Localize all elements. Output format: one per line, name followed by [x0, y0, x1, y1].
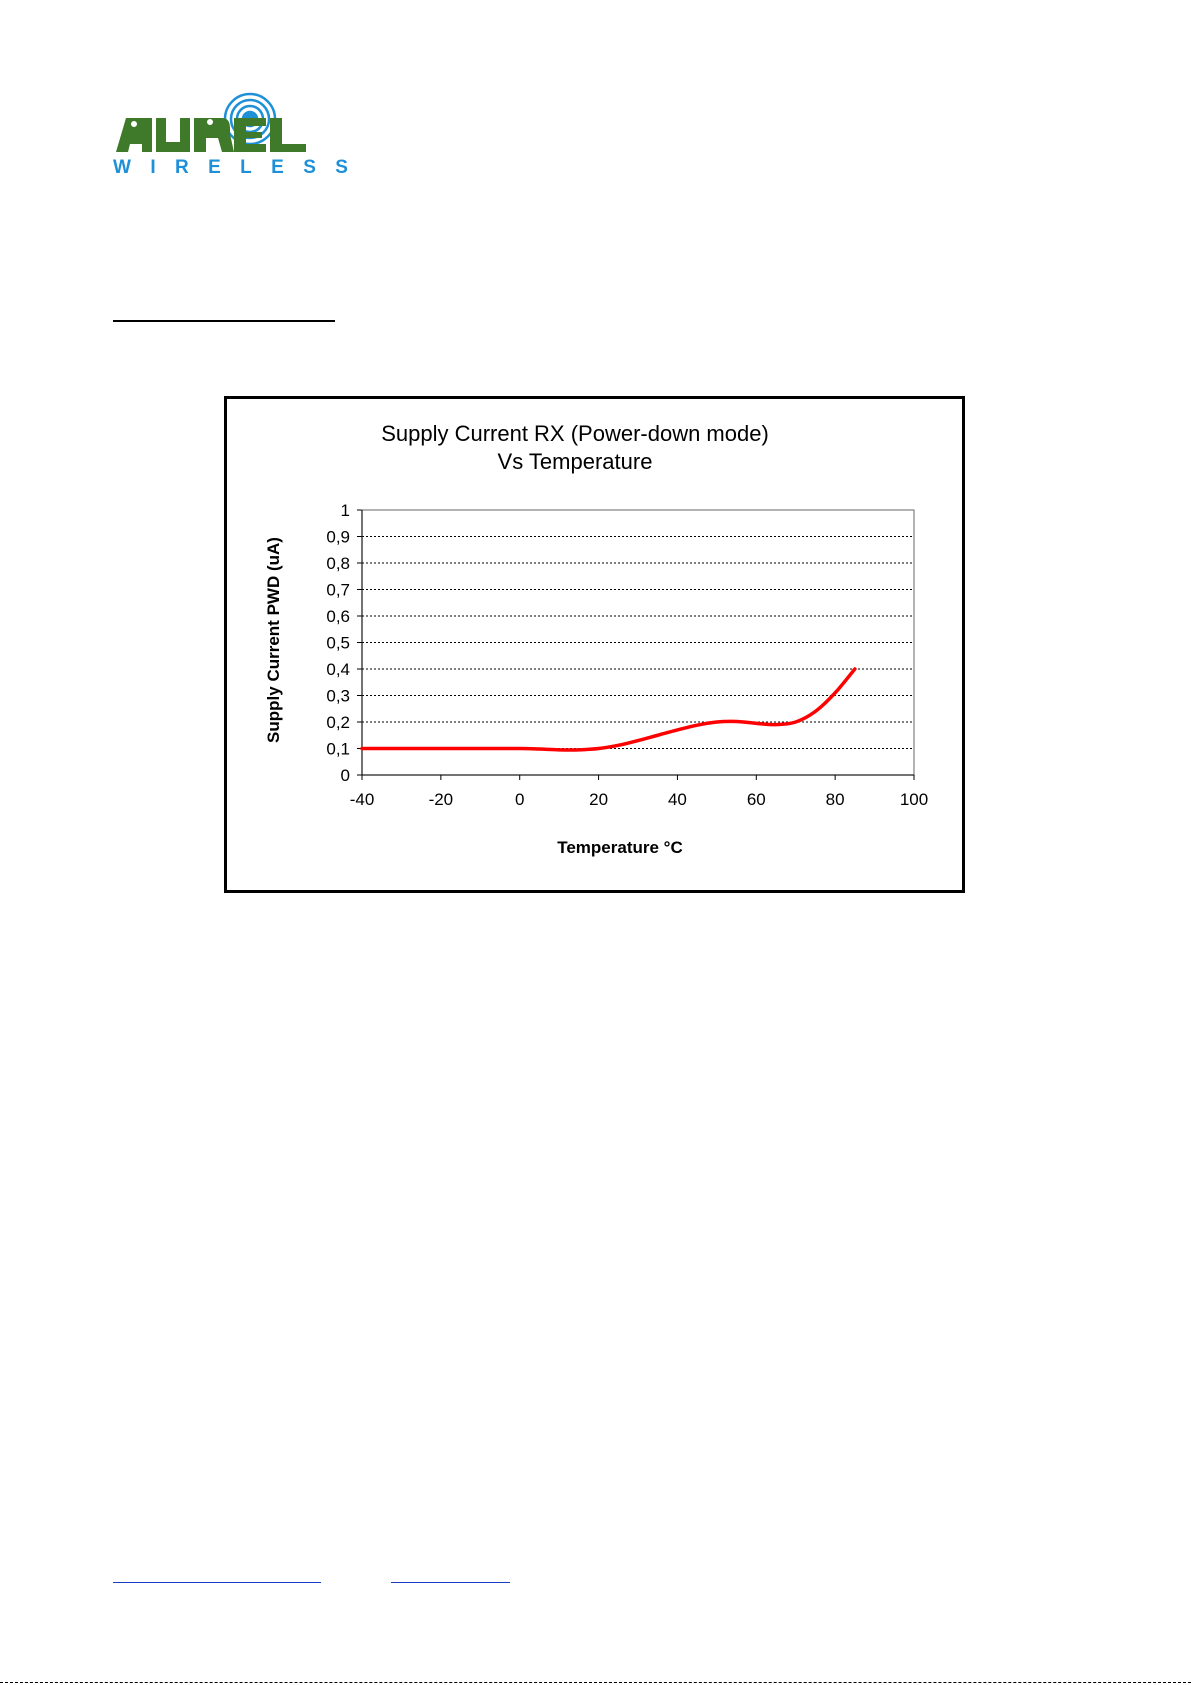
aurel-logo	[116, 92, 306, 152]
y-tick-label: 0,4	[326, 660, 350, 679]
y-tick-label: 0	[341, 766, 350, 785]
x-tick-label: 100	[900, 790, 928, 809]
y-tick-label: 0,5	[326, 634, 350, 653]
header-underline	[113, 320, 335, 322]
wordmark-letter: S	[303, 157, 316, 178]
y-tick-label: 1	[341, 501, 350, 520]
footer-link-2[interactable]	[391, 1582, 510, 1583]
wordmark-letter: R	[174, 157, 189, 178]
chart-subtitle: Vs Temperature	[498, 449, 653, 474]
wordmark-letter: S	[335, 157, 348, 178]
y-tick-label: 0,2	[326, 713, 350, 732]
wireless-wordmark: W I R E L E S S	[113, 157, 348, 179]
y-tick-label: 0,7	[326, 581, 350, 600]
x-axis-label: Temperature °C	[557, 838, 683, 857]
page-bottom-rule	[0, 1682, 1191, 1683]
x-tick-label: 80	[826, 790, 845, 809]
y-tick-label: 0,1	[326, 740, 350, 759]
axis-layer: 0 0,1 0,2 0,3 0,4 0,5 0,6 0,7 0,8 0,9 1 -40 -20 0 20 40…	[326, 501, 928, 809]
series-layer	[360, 667, 857, 752]
x-tick-label: 20	[589, 790, 608, 809]
chart-frame: Supply Current RX (Power-down mode) Vs T…	[224, 396, 965, 893]
grid-layer	[362, 536, 914, 749]
chart-title: Supply Current RX (Power-down mode)	[381, 421, 769, 446]
x-tick-label: 60	[747, 790, 766, 809]
y-tick-label: 0,8	[326, 554, 350, 573]
supply-current-chart: Supply Current RX (Power-down mode) Vs T…	[264, 421, 928, 857]
wordmark-letter: E	[271, 157, 284, 178]
x-tick-label: -40	[350, 790, 375, 809]
x-tick-label: 0	[515, 790, 524, 809]
wordmark-letter: I	[150, 157, 156, 178]
x-tick-label: -20	[429, 790, 454, 809]
y-axis-label: Supply Current PWD (uA)	[264, 537, 283, 743]
y-tick-label: 0,3	[326, 687, 350, 706]
y-tick-label: 0,6	[326, 607, 350, 626]
wordmark-letter: E	[208, 157, 221, 178]
series-line	[360, 667, 857, 752]
wordmark-letter: W	[113, 157, 131, 178]
y-tick-label: 0,9	[326, 528, 350, 547]
footer-link-1[interactable]	[113, 1582, 321, 1583]
x-tick-label: 40	[668, 790, 687, 809]
wordmark-letter: L	[240, 157, 252, 178]
